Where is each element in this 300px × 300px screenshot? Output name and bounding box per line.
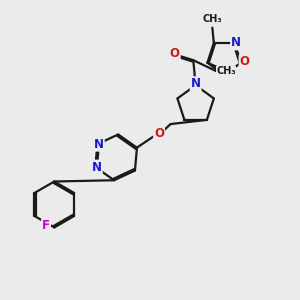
Text: O: O	[170, 47, 180, 60]
Text: N: N	[231, 37, 241, 50]
Text: N: N	[94, 138, 104, 151]
Text: O: O	[154, 127, 164, 140]
Text: O: O	[239, 55, 250, 68]
Text: CH₃: CH₃	[202, 14, 222, 24]
Text: CH₃: CH₃	[216, 66, 236, 76]
Text: F: F	[42, 220, 50, 232]
Text: N: N	[92, 160, 102, 174]
Text: N: N	[190, 77, 201, 90]
